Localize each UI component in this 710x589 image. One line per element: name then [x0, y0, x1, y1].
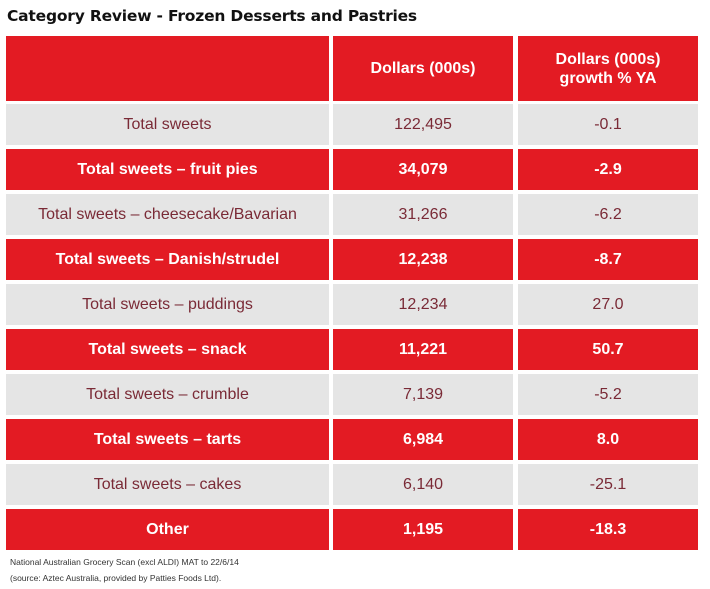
row-growth: -6.2 — [518, 194, 698, 235]
row-dollars: 1,195 — [333, 509, 513, 550]
row-dollars: 12,238 — [333, 239, 513, 280]
row-label: Total sweets – fruit pies — [6, 149, 329, 190]
row-growth: 50.7 — [518, 329, 698, 370]
row-label: Total sweets – Danish/strudel — [6, 239, 329, 280]
row-growth: -5.2 — [518, 374, 698, 415]
row-dollars: 11,221 — [333, 329, 513, 370]
row-label: Other — [6, 509, 329, 550]
row-label: Total sweets – tarts — [6, 419, 329, 460]
page-title: Category Review - Frozen Desserts and Pa… — [7, 7, 417, 25]
footnote-line-2: (source: Aztec Australia, provided by Pa… — [10, 573, 222, 583]
row-growth: -18.3 — [518, 509, 698, 550]
row-dollars: 12,234 — [333, 284, 513, 325]
row-label: Total sweets – snack — [6, 329, 329, 370]
row-label: Total sweets – crumble — [6, 374, 329, 415]
row-dollars: 31,266 — [333, 194, 513, 235]
footnote-line-1: National Australian Grocery Scan (excl A… — [10, 557, 239, 567]
row-dollars: 7,139 — [333, 374, 513, 415]
row-label: Total sweets – puddings — [6, 284, 329, 325]
row-label: Total sweets – cheesecake/Bavarian — [6, 194, 329, 235]
row-growth: -0.1 — [518, 104, 698, 145]
header-growth: Dollars (000s) growth % YA — [518, 36, 698, 101]
row-label: Total sweets — [6, 104, 329, 145]
header-dollars: Dollars (000s) — [333, 36, 513, 101]
row-dollars: 6,984 — [333, 419, 513, 460]
row-dollars: 122,495 — [333, 104, 513, 145]
row-growth: 27.0 — [518, 284, 698, 325]
row-label: Total sweets – cakes — [6, 464, 329, 505]
header-cell-empty — [6, 36, 329, 101]
row-dollars: 6,140 — [333, 464, 513, 505]
row-dollars: 34,079 — [333, 149, 513, 190]
row-growth: 8.0 — [518, 419, 698, 460]
row-growth: -25.1 — [518, 464, 698, 505]
row-growth: -2.9 — [518, 149, 698, 190]
row-growth: -8.7 — [518, 239, 698, 280]
